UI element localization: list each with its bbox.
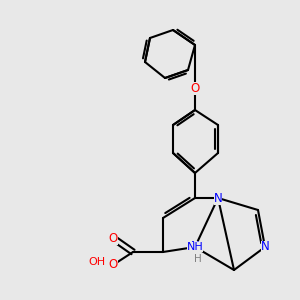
Text: O: O xyxy=(108,232,118,244)
Text: N: N xyxy=(261,241,269,254)
Text: NH: NH xyxy=(187,242,203,252)
Text: N: N xyxy=(190,241,200,254)
Text: H: H xyxy=(194,254,202,264)
Text: OH: OH xyxy=(88,257,106,267)
Text: O: O xyxy=(190,82,200,94)
Text: N: N xyxy=(214,191,222,205)
Text: O: O xyxy=(108,259,118,272)
